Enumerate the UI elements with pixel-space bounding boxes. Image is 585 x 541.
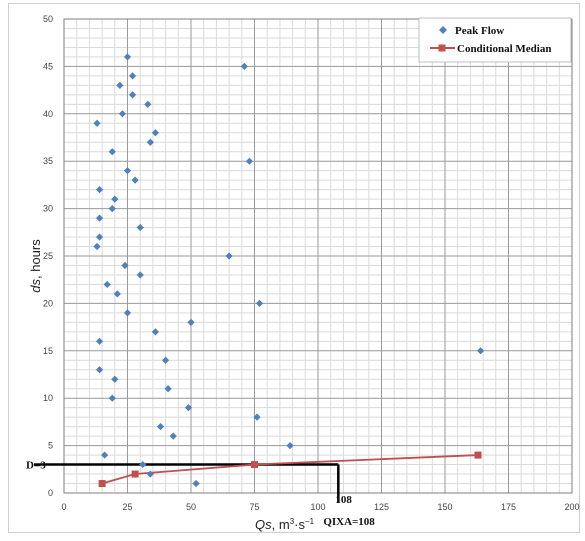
- x-tick-label: 200: [564, 502, 579, 512]
- legend-peak-flow-label: Peak Flow: [455, 25, 504, 37]
- peak-flow-point: [286, 442, 294, 450]
- peak-flow-point: [108, 394, 116, 402]
- peak-flow-point: [111, 375, 119, 383]
- y-axis-label: ds, hours: [28, 239, 43, 293]
- peak-flow-point: [108, 205, 116, 213]
- conditional-median-point: [131, 470, 139, 478]
- x-tick-label: 175: [501, 502, 516, 512]
- conditional-median-point: [98, 480, 106, 488]
- peak-flow-series: [93, 53, 485, 488]
- peak-flow-point: [156, 423, 165, 431]
- x-axis-label-exp1: 3: [290, 517, 295, 526]
- peak-flow-point: [136, 223, 144, 232]
- x-axis-label-unit-s: ·s: [294, 517, 305, 532]
- y-axis-label-quantity: ds: [28, 279, 43, 293]
- peak-flow-point: [187, 318, 195, 326]
- y-tick-label: 35: [43, 156, 53, 166]
- peak-flow-point: [255, 299, 264, 307]
- peak-flow-point: [108, 148, 116, 156]
- x-tick-label: 0: [61, 502, 66, 512]
- peak-flow-point: [123, 309, 132, 317]
- y-tick-label: 30: [43, 204, 53, 214]
- conditional-median-point: [251, 461, 258, 469]
- peak-flow-point: [113, 290, 121, 298]
- peak-flow-point: [136, 271, 144, 279]
- peak-flow-point: [95, 186, 104, 194]
- peak-flow-point: [240, 62, 248, 70]
- peak-flow-point: [131, 176, 139, 184]
- x-axis-label-exp2: −1: [305, 517, 315, 526]
- peak-flow-point: [121, 261, 129, 270]
- y-tick-labels: 0 5 10 15 20 25 30 35 40 45 50: [43, 14, 53, 498]
- legend: Peak Flow Conditional Median: [418, 17, 572, 63]
- peak-flow-point: [225, 252, 233, 260]
- peak-flow-point: [101, 451, 109, 459]
- peak-flow-point: [116, 81, 124, 89]
- d-annotation-label: D=3: [26, 460, 46, 472]
- peak-flow-point: [123, 53, 132, 61]
- y-axis-label-unit: , hours: [28, 239, 43, 279]
- x-tick-label: 50: [186, 502, 196, 512]
- legend-box: [418, 17, 572, 63]
- peak-flow-point: [245, 157, 254, 165]
- peak-flow-point: [95, 214, 104, 222]
- peak-flow-point: [253, 413, 261, 421]
- plot-area-border: [63, 18, 573, 494]
- peak-flow-point: [146, 470, 154, 478]
- legend-conditional-median-marker: [438, 44, 446, 52]
- peak-flow-point: [151, 129, 160, 137]
- y-tick-label: 50: [43, 14, 53, 24]
- x-tick-labels: 0 25 50 75 100 125 150 175 200: [61, 502, 579, 512]
- conditional-median-series: [98, 451, 482, 488]
- peak-flow-point: [95, 233, 104, 241]
- peak-flow-point: [128, 91, 137, 99]
- conditional-median-line: [101, 454, 479, 485]
- x-axis-label-unit-m: , m: [272, 517, 290, 532]
- peak-flow-point: [184, 404, 193, 412]
- peak-flow-point: [192, 479, 200, 488]
- peak-flow-point: [139, 460, 147, 469]
- y-tick-label: 20: [43, 298, 53, 308]
- y-tick-label: 25: [43, 251, 53, 261]
- qixa-annotation-label: QIXA=108: [323, 516, 375, 528]
- q-annotation-label: 108: [335, 494, 352, 506]
- peak-flow-point: [93, 242, 101, 251]
- peak-flow-point: [95, 337, 104, 345]
- peak-flow-point: [169, 432, 177, 440]
- peak-flow-point: [162, 356, 170, 364]
- peak-flow-point: [95, 366, 104, 374]
- legend-peak-flow-marker: [439, 26, 447, 34]
- peak-flow-point: [144, 100, 152, 108]
- peak-flow-point: [111, 195, 119, 203]
- y-tick-label: 10: [43, 393, 53, 403]
- threshold-annotation: D=3 108 QIXA=108: [26, 460, 375, 528]
- y-tick-label: 15: [43, 346, 53, 356]
- x-tick-label: 125: [374, 502, 389, 512]
- peak-flow-point: [118, 110, 127, 118]
- peak-flow-point: [146, 138, 154, 146]
- y-tick-label: 40: [43, 109, 53, 119]
- peak-flow-point: [103, 280, 111, 289]
- peak-flow-point: [128, 72, 137, 80]
- x-axis-label-quantity: Qs: [255, 517, 272, 532]
- peak-flow-point: [151, 328, 160, 336]
- legend-conditional-median-label: Conditional Median: [457, 43, 551, 55]
- y-tick-label: 45: [43, 61, 53, 71]
- peak-flow-point: [476, 347, 485, 355]
- x-tick-label: 150: [437, 502, 452, 512]
- x-tick-label: 75: [249, 502, 259, 512]
- chart-frame: [8, 3, 580, 533]
- y-tick-label: 5: [48, 441, 53, 451]
- peak-flow-point: [93, 119, 101, 127]
- peak-flow-point: [164, 385, 172, 393]
- x-axis-label: Qs, m3·s−1: [255, 517, 315, 532]
- peak-flow-point: [123, 167, 132, 175]
- x-tick-label: 100: [310, 502, 325, 512]
- x-tick-label: 25: [122, 502, 132, 512]
- conditional-median-point: [474, 451, 482, 459]
- y-tick-label: 0: [48, 488, 53, 498]
